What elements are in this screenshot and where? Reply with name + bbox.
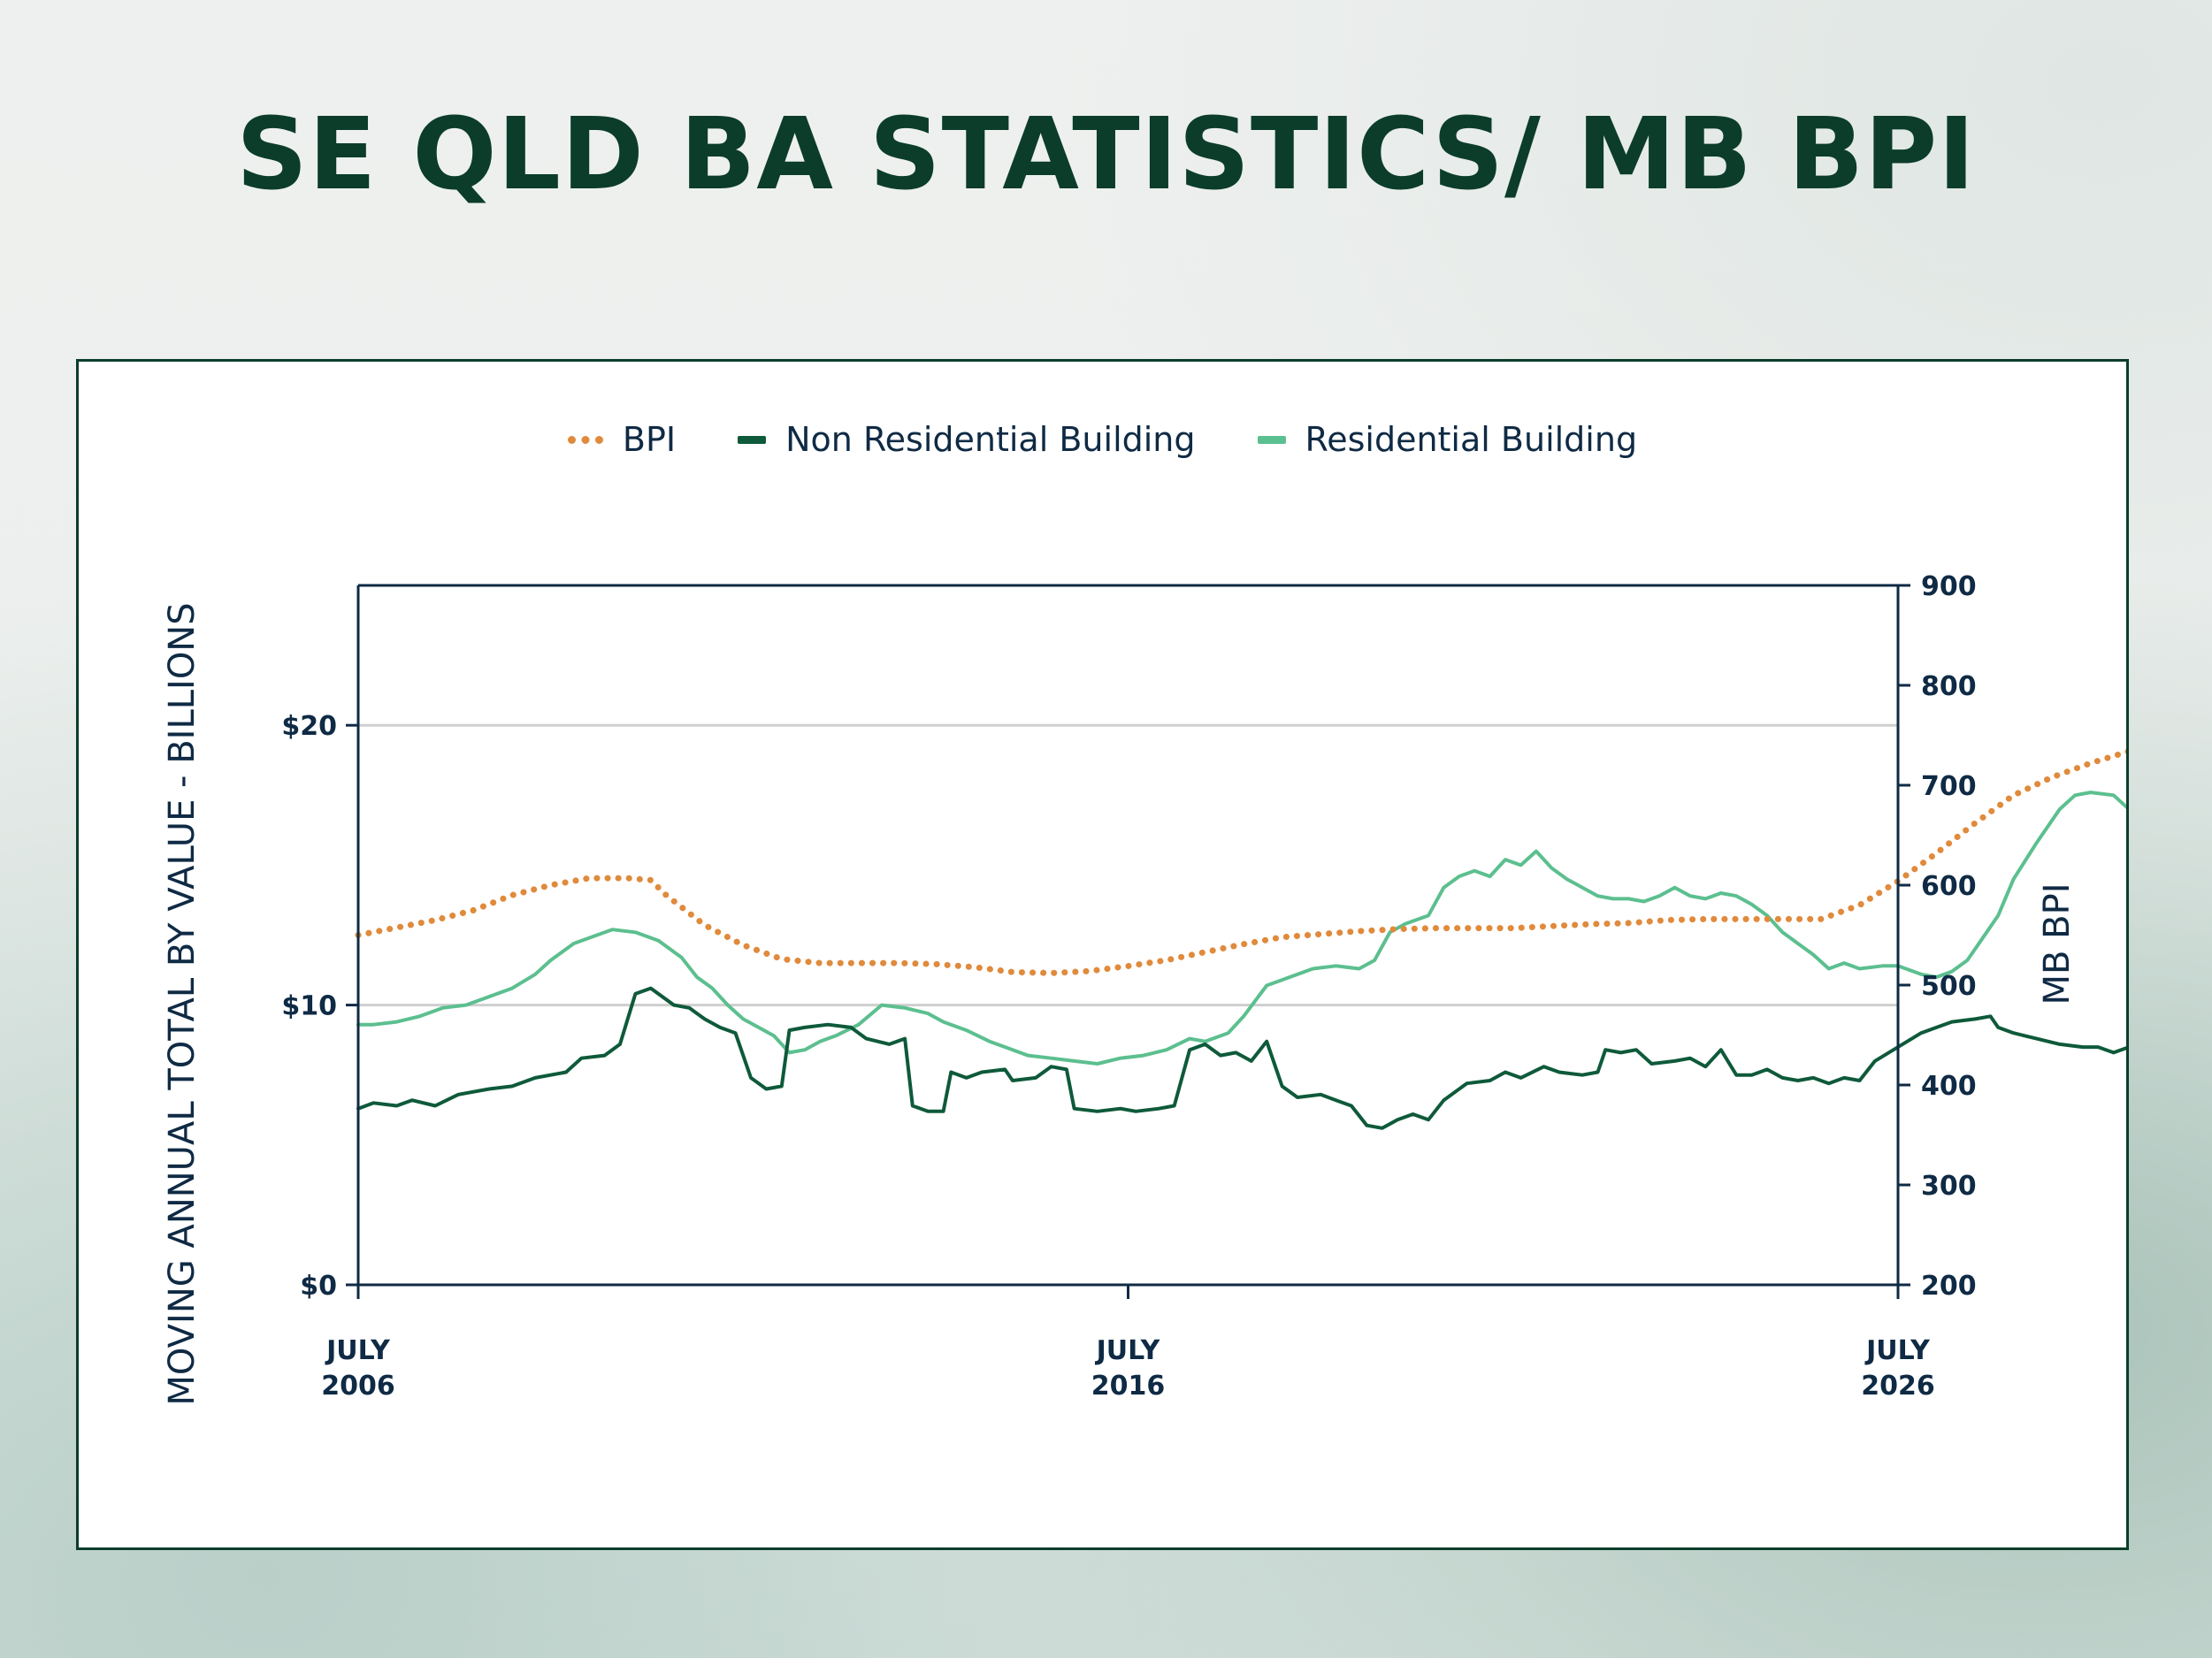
chart-panel: BPI Non Residential Building Residential… bbox=[76, 359, 2129, 1550]
legend-swatch-residential bbox=[1257, 435, 1286, 444]
y-axis-title: MOVING ANNUAL TOTAL BY VALUE - BILLIONS bbox=[162, 602, 203, 1405]
legend-item-bpi[interactable]: BPI bbox=[567, 420, 677, 459]
x-tick-label-month: JULY bbox=[1095, 1335, 1161, 1366]
x-tick-label-month: JULY bbox=[325, 1335, 391, 1366]
y2-tick-label: 800 bbox=[1921, 671, 1977, 702]
x-tick-label-year: 2026 bbox=[1861, 1371, 1935, 1402]
page-title: SE QLD BA STATISTICS/ MB BPI bbox=[236, 97, 1976, 212]
y-tick-label: $0 bbox=[300, 1271, 337, 1302]
chart-axes: $0 $10 $20 200 300 400 500 600 700 800 900 JULY 2006… bbox=[281, 571, 1976, 1402]
legend-item-non-residential[interactable]: Non Residential Building bbox=[738, 420, 1196, 459]
y-tick-label: $20 bbox=[281, 711, 337, 742]
series-line-bpi bbox=[355, 748, 2126, 976]
legend-label-residential: Residential Building bbox=[1305, 420, 1638, 459]
y2-tick-label: 700 bbox=[1921, 771, 1977, 802]
y2-axis-title: MB BPI bbox=[2037, 882, 2078, 1005]
x-tick-label-year: 2006 bbox=[321, 1371, 395, 1402]
legend-swatch-bpi bbox=[567, 435, 603, 444]
legend-label-non-residential: Non Residential Building bbox=[785, 420, 1196, 459]
x-tick-label-year: 2016 bbox=[1091, 1371, 1166, 1402]
y-tick-label: $10 bbox=[281, 991, 337, 1022]
y2-tick-label: 300 bbox=[1921, 1171, 1977, 1202]
series-line-non-residential-building bbox=[356, 986, 2126, 1130]
y2-tick-label: 900 bbox=[1921, 571, 1977, 602]
chart-legend: BPI Non Residential Building Residential… bbox=[79, 420, 2126, 459]
legend-item-residential[interactable]: Residential Building bbox=[1257, 420, 1638, 459]
x-tick-label-month: JULY bbox=[1864, 1335, 1931, 1366]
y2-tick-label: 200 bbox=[1921, 1271, 1977, 1302]
series-lines bbox=[355, 748, 2126, 1130]
legend-swatch-non-residential bbox=[738, 435, 767, 444]
chart-canvas: $0 $10 $20 200 300 400 500 600 700 800 900 JULY 2006… bbox=[162, 571, 2126, 1406]
y2-tick-label: 400 bbox=[1921, 1071, 1977, 1102]
y2-tick-label: 600 bbox=[1921, 871, 1977, 902]
y2-tick-label: 500 bbox=[1921, 971, 1977, 1002]
grid-lines bbox=[358, 723, 1898, 1007]
series-line-residential-building bbox=[356, 791, 2126, 1066]
legend-label-bpi: BPI bbox=[622, 420, 677, 459]
